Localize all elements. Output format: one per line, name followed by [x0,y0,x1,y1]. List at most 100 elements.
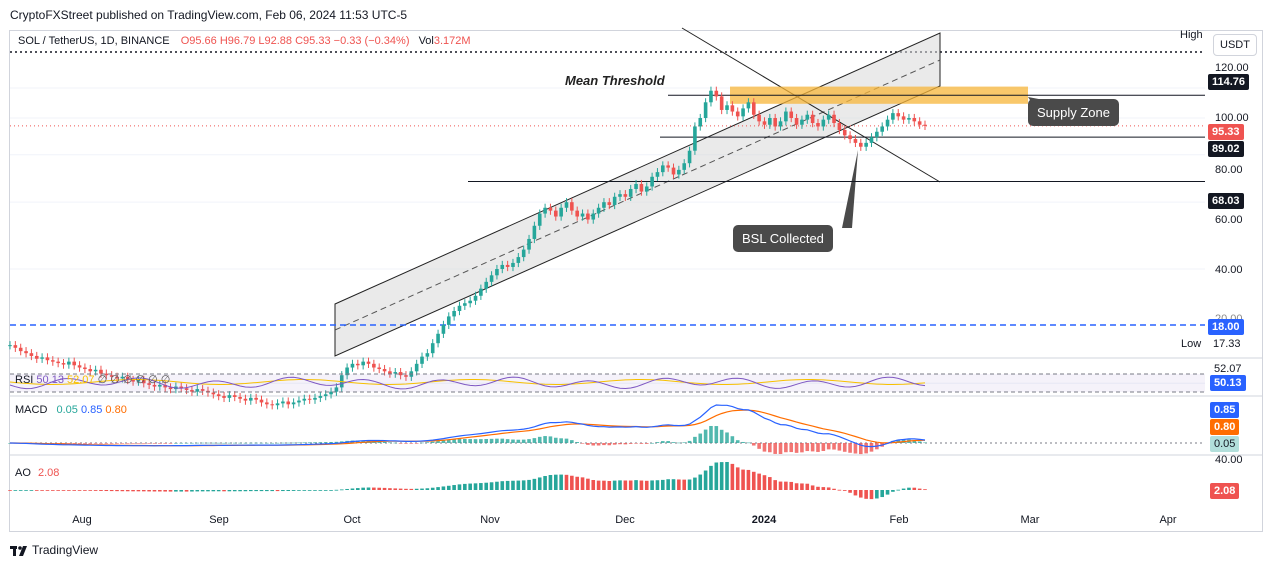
high-label: High [1180,29,1203,41]
macd-histogram-bar [104,443,109,444]
macd-histogram-bar [800,443,804,453]
baseline-tag: 18.00 [1208,319,1244,335]
ao-histogram-bar [714,462,719,490]
symbol-name[interactable]: SOL / TetherUS, 1D, BINANCE [18,35,170,47]
macd-histogram-bar [125,443,130,444]
candle-body [141,379,146,384]
ao-histogram-bar [109,490,114,492]
macd-histogram-bar [602,443,606,446]
candle-body [382,369,387,372]
ao-histogram-bar [607,480,612,490]
candle-body [104,373,109,376]
macd-histogram-bar [687,440,692,443]
ao-histogram-bar [141,490,146,492]
ao-histogram-bar [832,488,836,490]
candle-body [810,114,815,124]
x-tick-mar: Mar [1020,514,1040,526]
ao-histogram-bar [591,480,596,490]
macd-histogram-bar [179,442,184,444]
macd-histogram-bar [141,443,146,444]
macd-histogram-bar [131,443,135,444]
ao-histogram-bar [254,490,258,492]
macd-histogram-bar [848,443,852,453]
candle-body [473,295,478,301]
macd-histogram-bar [821,443,826,451]
ao-histogram-bar [174,490,178,492]
candle-body [248,397,253,401]
candle-body [559,207,563,217]
candle-body [532,225,537,239]
candle-body [687,150,692,164]
candle-body [275,403,280,406]
ao-histogram-bar [238,490,242,492]
candle-body [147,383,151,385]
ao-histogram-bar [842,490,847,491]
macd-histogram-bar [168,443,173,444]
currency-button[interactable]: USDT [1213,34,1257,56]
ao-histogram-bar [784,481,788,490]
ao-histogram-bar [313,490,317,491]
candle-body [463,303,467,306]
macd-histogram-bar [484,438,489,443]
ao-histogram-bar [495,481,499,490]
macd-histogram-bar [388,442,392,444]
ao-legend-value: 2.08 [37,467,60,479]
ao-histogram-bar [345,488,349,490]
macd-histogram-bar [805,443,810,452]
y-tick-40: 40.00 [1215,264,1243,276]
macd-histogram-bar [318,442,323,443]
macd-histogram-bar [120,443,125,444]
ao-name: AO [15,467,31,479]
tradingview-brand[interactable]: TradingView [10,543,98,557]
macd-histogram-bar [516,439,521,443]
macd-histogram-bar [714,426,719,443]
macd-histogram-bar [200,442,205,444]
candle-body [735,111,740,117]
ao-histogram-bar [259,490,264,492]
ao-histogram-bar [248,490,253,492]
macd-histogram-bar [275,442,280,444]
macd-histogram-bar [420,442,424,444]
candle-body [848,135,852,140]
ao-histogram-bar [18,490,23,491]
ao-histogram-bar [586,478,590,490]
rsi-ma-tag: 52.07 [1210,361,1246,377]
candle-body [158,384,162,387]
candle-body [414,363,419,372]
macd-histogram-bar [618,443,622,445]
candle-body [869,137,874,143]
candle-body [564,202,569,208]
rsi-name: RSI [15,374,34,386]
candle-body [366,361,371,364]
ao-histogram-bar [136,490,141,492]
candle-body [361,361,365,366]
candle-body [211,392,216,395]
candle-body [698,118,703,127]
macd-histogram-bar [521,439,526,443]
ao-histogram-bar [67,490,71,491]
macd-histogram-bar [259,442,264,444]
candle-body [773,118,777,127]
candle-body [254,397,258,400]
macd-histogram-bar [810,443,815,452]
ao-histogram-bar [361,487,365,490]
ao-histogram-bar [227,490,232,492]
macd-histogram-bar [896,439,901,443]
ao-histogram-bar [307,490,312,491]
ao-histogram-bar [265,490,269,492]
ohlc-open: O95.66 [180,35,217,47]
ao-histogram-bar [13,490,18,491]
ao-histogram-bar [778,481,783,490]
macd-histogram-bar [77,443,82,444]
rsi-legend-params: ∅ ∅ ∅ ∅ ∅ ∅ [97,374,171,386]
ao-histogram-bar [548,474,553,490]
rsi-legend: RSI 50.13 52.07 ∅ ∅ ∅ ∅ ∅ ∅ [15,373,170,386]
ohlc-low: L92.88 [258,35,293,47]
macd-legend: MACD 0.05 0.85 0.80 [15,404,127,416]
candle-body [591,213,596,220]
candle-body [885,119,890,127]
macd-histogram-bar [794,443,799,453]
macd-histogram-bar [409,443,414,444]
